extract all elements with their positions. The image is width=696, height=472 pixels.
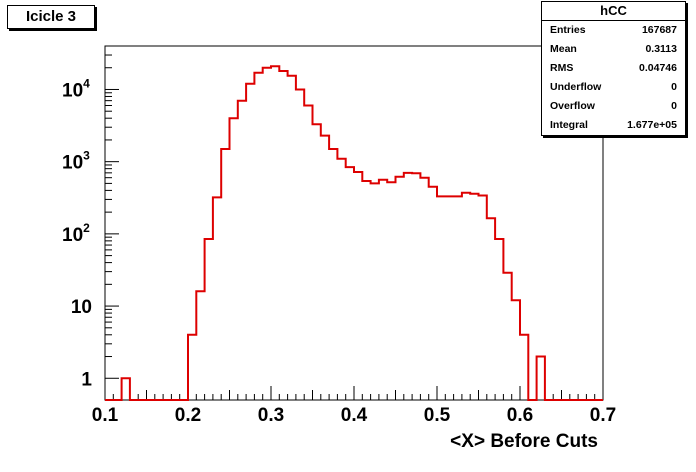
stats-row-integral: Integral 1.677e+05 [542,116,685,135]
stats-row-underflow: Underflow 0 [542,78,685,97]
stats-rows: Entries 167687 Mean 0.3113 RMS 0.04746 U… [542,21,685,135]
stats-row-rms: RMS 0.04746 [542,59,685,78]
stats-row-mean: Mean 0.3113 [542,40,685,59]
y-tick-exponent: 3 [83,149,90,163]
y-tick-label: 10 [71,297,92,318]
histogram-line [105,65,603,401]
x-tick-label: 0.6 [507,405,533,426]
stats-value: 0.04746 [639,62,677,74]
y-tick-label: 103 [62,149,90,174]
y-tick-label: 102 [62,221,90,246]
y-tick-exponent: 4 [83,76,90,90]
x-axis-title: <X> Before Cuts [450,431,598,452]
x-tick-label: 0.2 [175,405,201,426]
y-tick-exponent: 2 [83,221,90,235]
stats-label: Overflow [550,100,595,112]
stats-value: 0 [671,81,677,93]
stats-box: hCC Entries 167687 Mean 0.3113 RMS 0.047… [541,1,686,136]
y-tick-label: 1 [81,369,92,390]
y-tick-label: 104 [62,76,90,101]
x-tick-label: 0.3 [258,405,284,426]
stats-value: 0.3113 [645,43,677,55]
stats-row-entries: Entries 167687 [542,21,685,40]
stats-label: Mean [550,43,577,55]
stats-value: 0 [671,100,677,112]
stats-label: Integral [550,119,588,131]
canvas-title: Icicle 3 [7,5,95,29]
stats-value: 167687 [641,24,677,36]
x-tick-label: 0.4 [341,405,368,426]
x-axis: 0.1 0.2 0.3 0.4 0.5 0.6 0.7 [92,386,616,426]
stats-label: Underflow [550,81,602,93]
x-tick-label: 0.1 [92,405,119,426]
x-tick-label: 0.7 [590,405,616,426]
stats-row-overflow: Overflow 0 [542,97,685,116]
x-tick-label: 0.5 [424,405,451,426]
y-axis: 1 10 102 103 104 [62,45,119,390]
stats-title: hCC [542,2,685,21]
stats-value: 1.677e+05 [627,119,677,131]
stats-label: RMS [550,62,574,74]
stats-label: Entries [550,24,586,36]
